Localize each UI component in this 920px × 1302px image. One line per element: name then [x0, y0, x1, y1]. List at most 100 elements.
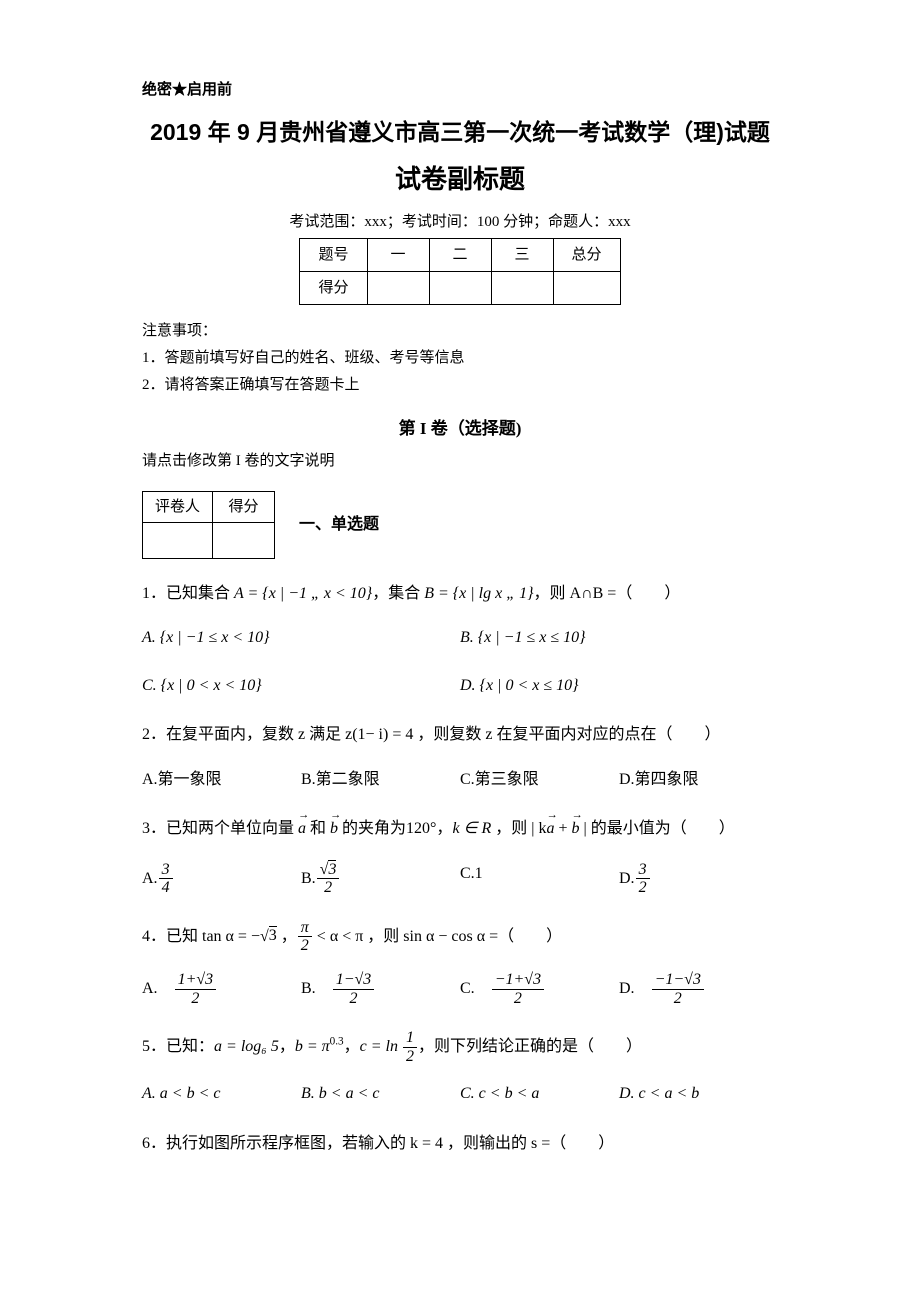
- q4-options: A. 1+√32 B. 1−√32 C. −1+√32 D. −1−√32: [142, 971, 778, 1007]
- score-cell: [491, 272, 553, 305]
- notice-line1: 1．答题前填写好自己的姓名、班级、考号等信息: [142, 346, 778, 370]
- score-cell: [367, 272, 429, 305]
- frac-den: 2: [652, 990, 704, 1008]
- q2-text: 2．在复平面内，复数 z 满足 z(1− i) = 4 ，则复数 z 在复平面内…: [142, 726, 720, 743]
- frac-num: 3: [159, 861, 173, 880]
- grader-h1: 评卷人: [143, 491, 213, 522]
- score-table: 题号 一 二 三 总分 得分: [299, 238, 620, 305]
- frac-num: 1: [403, 1029, 417, 1048]
- q3-suffix: | 的最小值为（ ）: [580, 820, 735, 837]
- q4-opt-a-label: A.: [142, 980, 174, 997]
- q5-options: A. a < b < c B. b < a < c C. c < b < a D…: [142, 1081, 778, 1107]
- question-4: 4．已知 tan α = −√3 ，π2 < α < π ，则 sin α − …: [142, 919, 778, 955]
- q4-opt-d-label: D.: [619, 980, 651, 997]
- q3-options: A.34 B.√32 C.1 D.32: [142, 861, 778, 897]
- grader-row: 评卷人 得分 一、单选题: [142, 491, 778, 559]
- q5-b-exp: 0.3: [330, 1036, 344, 1048]
- q3-prefix: 3．已知两个单位向量: [142, 820, 298, 837]
- q3-mid4: ，则 | k: [491, 820, 546, 837]
- frac-num: −1−√3: [652, 971, 704, 990]
- q1-mid: ，集合: [372, 585, 424, 602]
- grader-table: 评卷人 得分: [142, 491, 275, 559]
- q5-prefix: 5．已知：: [142, 1038, 214, 1055]
- frac-den: 2: [298, 937, 312, 955]
- frac-num: 3: [328, 860, 336, 878]
- q5-sep1: ，: [279, 1038, 295, 1055]
- frac-num: 3: [636, 861, 650, 880]
- exam-info: 考试范围：xxx；考试时间：100 分钟；命题人：xxx: [142, 210, 778, 234]
- question-3: 3．已知两个单位向量 a 和 b 的夹角为120°，k ∈ R ，则 | ka …: [142, 814, 778, 844]
- q1-opt-b: B. {x | −1 ≤ x ≤ 10}: [460, 625, 778, 651]
- q4-opt-c-label: C.: [460, 980, 491, 997]
- section1-title: 第 I 卷（选择题): [142, 415, 778, 442]
- q2-opt-c: C.第三象限: [460, 767, 619, 793]
- vec-b: b: [330, 814, 338, 844]
- q1-opt-c: C. {x | 0 < x < 10}: [142, 673, 460, 699]
- main-title: 2019 年 9 月贵州省遵义市高三第一次统一考试数学（理)试题: [142, 114, 778, 151]
- grader-cell: [213, 522, 275, 558]
- q4-opt-b-label: B.: [301, 980, 332, 997]
- q5-opt-d: D. c < a < b: [619, 1081, 778, 1107]
- q3-opt-b-label: B.: [301, 869, 316, 886]
- q4-opt-d: D. −1−√32: [619, 971, 778, 1007]
- q6-text: 6．执行如图所示程序框图，若输入的 k = 4 ，则输出的 s =（ ）: [142, 1135, 614, 1152]
- q1-prefix: 1．已知集合: [142, 585, 234, 602]
- q3-mid2: 的夹角为120°，: [338, 820, 452, 837]
- q2-options: A.第一象限 B.第二象限 C.第三象限 D.第四象限: [142, 767, 778, 793]
- score-header-1: 一: [367, 239, 429, 272]
- q1-opt-d: D. {x | 0 < x ≤ 10}: [460, 673, 778, 699]
- grader-cell: [143, 522, 213, 558]
- q1-options-row1: A. {x | −1 ≤ x < 10} B. {x | −1 ≤ x ≤ 10…: [142, 625, 778, 651]
- q3-mid3: k ∈ R: [452, 820, 491, 837]
- subtitle: 试卷副标题: [142, 159, 778, 201]
- q5-a: a = log₆ 5: [214, 1038, 279, 1055]
- q2-opt-d: D.第四象限: [619, 767, 778, 793]
- q1-options-row2: C. {x | 0 < x < 10} D. {x | 0 < x ≤ 10}: [142, 673, 778, 699]
- frac-den: 2: [317, 879, 340, 897]
- frac-num: 1−√3: [333, 971, 375, 990]
- q2-opt-a: A.第一象限: [142, 767, 301, 793]
- q4-prefix: 4．已知 tan α = −: [142, 927, 260, 944]
- question-1: 1．已知集合 A = {x | −1 „ x < 10}，集合 B = {x |…: [142, 579, 778, 609]
- score-header-3: 三: [491, 239, 553, 272]
- frac-num: 1+√3: [175, 971, 217, 990]
- question-5: 5．已知：a = log₆ 5，b = π0.3，c = ln 12，则下列结论…: [142, 1029, 778, 1065]
- notice-title: 注意事项：: [142, 319, 778, 343]
- section-heading: 一、单选题: [299, 512, 379, 538]
- score-cell: [553, 272, 620, 305]
- q3-opt-c: C.1: [460, 861, 619, 897]
- score-header-2: 二: [429, 239, 491, 272]
- q1-opt-a: A. {x | −1 ≤ x < 10}: [142, 625, 460, 651]
- q5-opt-c: C. c < b < a: [460, 1081, 619, 1107]
- q5-c: c = ln: [360, 1038, 398, 1055]
- q4-opt-c: C. −1+√32: [460, 971, 619, 1007]
- notice-line2: 2．请将答案正确填写在答题卡上: [142, 373, 778, 397]
- frac-den: 2: [333, 990, 375, 1008]
- question-2: 2．在复平面内，复数 z 满足 z(1− i) = 4 ，则复数 z 在复平面内…: [142, 720, 778, 750]
- score-header-4: 总分: [553, 239, 620, 272]
- frac-den: 4: [159, 879, 173, 897]
- frac-den: 2: [175, 990, 217, 1008]
- score-row2-label: 得分: [300, 272, 367, 305]
- q3-opt-b: B.√32: [301, 861, 460, 897]
- score-cell: [429, 272, 491, 305]
- q1-set-b: B = {x | lg x „ 1}: [424, 585, 533, 602]
- q2-opt-b: B.第二象限: [301, 767, 460, 793]
- q3-opt-d: D.32: [619, 861, 778, 897]
- q4-opt-a: A. 1+√32: [142, 971, 301, 1007]
- frac-den: 2: [492, 990, 544, 1008]
- frac-den: 2: [636, 879, 650, 897]
- q1-suffix: ，则 A∩B =（ ）: [534, 585, 681, 602]
- score-header-0: 题号: [300, 239, 367, 272]
- vec-b2: b: [572, 814, 580, 844]
- q3-opt-d-label: D.: [619, 869, 635, 886]
- vec-a: a: [298, 814, 306, 844]
- q1-set-a: A = {x | −1 „ x < 10}: [234, 585, 372, 602]
- q3-opt-a-label: A.: [142, 869, 158, 886]
- question-6: 6．执行如图所示程序框图，若输入的 k = 4 ，则输出的 s =（ ）: [142, 1129, 778, 1159]
- frac-num: −1+√3: [492, 971, 544, 990]
- frac-den: 2: [403, 1048, 417, 1066]
- section1-note: 请点击修改第 I 卷的文字说明: [142, 449, 778, 473]
- q5-b: b = π: [295, 1038, 330, 1055]
- frac-num: π: [298, 919, 312, 938]
